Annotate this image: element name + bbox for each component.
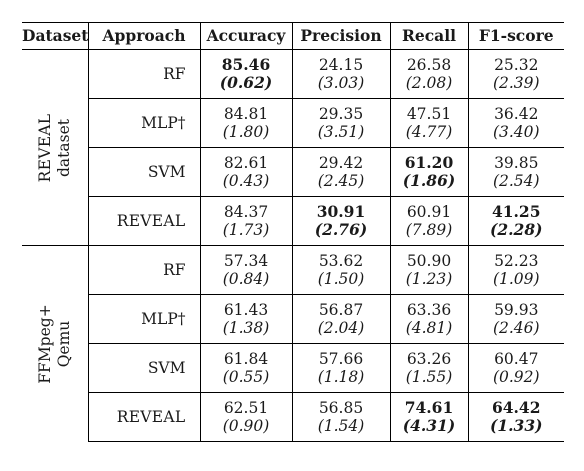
accuracy-cell: 61.43 (1.38)	[199, 294, 292, 344]
accuracy-cell: 84.37 (1.73)	[199, 196, 292, 246]
approach-cell: MLP†	[87, 98, 200, 148]
f1-cell: 36.42 (3.40)	[467, 98, 564, 148]
recall-cell: 26.58 (2.08)	[389, 49, 468, 99]
precision-cell: 29.35 (3.51)	[291, 98, 390, 148]
header-accuracy: Accuracy	[199, 22, 292, 50]
header-f1-score: F1-score	[467, 22, 564, 50]
dataset-label: FFMpeg+	[35, 304, 54, 384]
dataset-cell-reveal: REVEAL dataset	[22, 50, 88, 246]
f1-cell: 52.23 (1.09)	[467, 245, 564, 295]
f1-cell: 41.25 (2.28)	[467, 196, 564, 246]
accuracy-cell: 61.84 (0.55)	[199, 343, 292, 393]
table-row: MLP† 61.43 (1.38) 56.87 (2.04) 63.36 (4.81)…	[22, 294, 564, 344]
table-row: REVEAL 84.37 (1.73) 30.91 (2.76) 60.91 (7.8…	[22, 196, 564, 246]
precision-cell: 29.42 (2.45)	[291, 147, 390, 197]
table-row: REVEAL 62.51 (0.90) 56.85 (1.54) 74.61 (4.3…	[22, 392, 564, 442]
recall-cell: 47.51 (4.77)	[389, 98, 468, 148]
recall-cell: 63.36 (4.81)	[389, 294, 468, 344]
table-row: SVM 82.61 (0.43) 29.42 (2.45) 61.20 (1.86) …	[22, 147, 564, 197]
dataset-label: REVEAL	[35, 113, 54, 182]
precision-cell: 24.15 (3.03)	[291, 49, 390, 99]
dataset-label: Qemu	[54, 320, 73, 368]
accuracy-cell: 84.81 (1.80)	[199, 98, 292, 148]
recall-cell: 61.20 (1.86)	[389, 147, 468, 197]
header-precision: Precision	[291, 22, 390, 50]
results-table: Dataset Approach Accuracy Precision Reca…	[22, 22, 564, 442]
dataset-label: dataset	[54, 118, 73, 177]
accuracy-cell: 85.46 (0.62)	[199, 49, 292, 99]
table-row: REVEAL dataset RF 85.46 (0.62) 24.15 (3.03…	[22, 49, 564, 182]
precision-cell: 30.91 (2.76)	[291, 196, 390, 246]
precision-cell: 57.66 (1.18)	[291, 343, 390, 393]
approach-cell: REVEAL	[87, 392, 200, 442]
table-row: SVM 61.84 (0.55) 57.66 (1.18) 63.26 (1.55) …	[22, 343, 564, 393]
approach-cell: REVEAL	[87, 196, 200, 246]
accuracy-cell: 57.34 (0.84)	[199, 245, 292, 295]
recall-cell: 63.26 (1.55)	[389, 343, 468, 393]
header-recall: Recall	[389, 22, 468, 50]
accuracy-cell: 82.61 (0.43)	[199, 147, 292, 197]
f1-cell: 60.47 (0.92)	[467, 343, 564, 393]
approach-cell: RF	[87, 245, 200, 295]
header-approach: Approach	[87, 22, 200, 50]
f1-cell: 25.32 (2.39)	[467, 49, 564, 99]
accuracy-cell: 62.51 (0.90)	[199, 392, 292, 442]
header-row: Dataset Approach Accuracy Precision Reca…	[22, 22, 564, 50]
dataset-cell-ffmpeg-qemu: FFMpeg+ Qemu	[22, 245, 88, 442]
precision-cell: 53.62 (1.50)	[291, 245, 390, 295]
table-row: MLP† 84.81 (1.80) 29.35 (3.51) 47.51 (4.77)…	[22, 98, 564, 148]
approach-cell: RF	[87, 49, 200, 99]
f1-cell: 39.85 (2.54)	[467, 147, 564, 197]
approach-cell: MLP†	[87, 294, 200, 344]
approach-cell: SVM	[87, 147, 200, 197]
f1-cell: 64.42 (1.33)	[467, 392, 564, 442]
recall-cell: 74.61 (4.31)	[389, 392, 468, 442]
table-row: FFMpeg+ Qemu RF 57.34 (0.84) 53.62 (1.50) …	[22, 245, 564, 442]
recall-cell: 50.90 (1.23)	[389, 245, 468, 295]
precision-cell: 56.85 (1.54)	[291, 392, 390, 442]
approach-cell: SVM	[87, 343, 200, 393]
f1-cell: 59.93 (2.46)	[467, 294, 564, 344]
recall-cell: 60.91 (7.89)	[389, 196, 468, 246]
header-dataset: Dataset	[22, 22, 88, 50]
precision-cell: 56.87 (2.04)	[291, 294, 390, 344]
